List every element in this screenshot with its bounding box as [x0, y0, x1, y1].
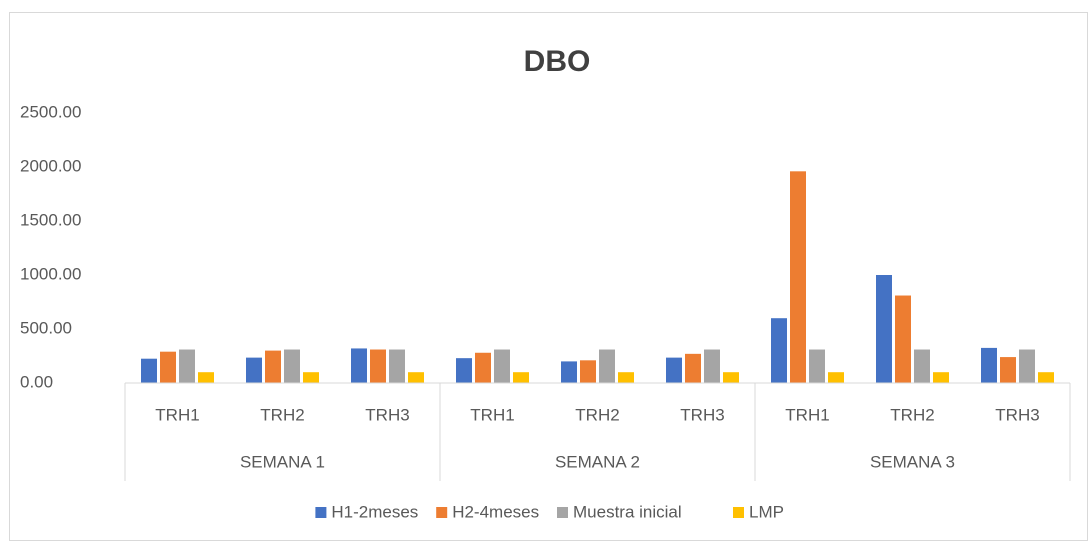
- legend-swatch: [557, 507, 568, 518]
- bar: [981, 347, 997, 383]
- x-tick-label: TRH2: [260, 405, 304, 424]
- bar: [370, 349, 386, 383]
- y-tick-label: 500.00: [20, 318, 72, 337]
- bar: [198, 372, 214, 383]
- bar: [408, 372, 424, 383]
- chart-title: DBO: [524, 45, 591, 78]
- bar: [179, 349, 195, 383]
- x-tick-label: TRH1: [155, 405, 199, 424]
- bar: [1000, 357, 1016, 383]
- bar: [456, 358, 472, 383]
- chart-border: [9, 12, 1088, 541]
- bar: [666, 357, 682, 383]
- y-tick-label: 2000.00: [20, 156, 81, 175]
- bar: [790, 171, 806, 383]
- bar: [160, 351, 176, 383]
- bar: [265, 350, 281, 383]
- bar: [704, 349, 720, 383]
- bar: [1019, 349, 1035, 383]
- bar: [1038, 372, 1054, 383]
- bar: [723, 372, 739, 383]
- y-tick-label: 0.00: [20, 372, 53, 391]
- bar: [494, 349, 510, 383]
- legend-label: H1-2meses: [331, 502, 418, 521]
- x-tick-label: TRH3: [680, 405, 724, 424]
- y-tick-label: 2500.00: [20, 102, 81, 121]
- bar: [389, 349, 405, 383]
- x-tick-label: TRH1: [785, 405, 829, 424]
- bar: [933, 372, 949, 383]
- legend-swatch: [315, 507, 327, 518]
- bar: [599, 349, 615, 383]
- group-label: SEMANA 2: [555, 452, 640, 471]
- bar: [141, 358, 157, 383]
- bar: [284, 349, 300, 383]
- bar: [513, 372, 529, 383]
- y-tick-label: 1000.00: [20, 264, 81, 283]
- bar: [809, 349, 825, 383]
- group-label: SEMANA 1: [240, 452, 325, 471]
- bar: [351, 348, 367, 383]
- group-label: SEMANA 3: [870, 452, 955, 471]
- x-tick-label: TRH2: [575, 405, 619, 424]
- bar: [876, 275, 892, 383]
- bar: [828, 372, 844, 383]
- bar: [580, 360, 596, 383]
- legend-swatch: [436, 507, 448, 518]
- bar: [303, 372, 319, 383]
- x-tick-label: TRH2: [890, 405, 934, 424]
- x-tick-label: TRH3: [365, 405, 409, 424]
- legend-label: H2-4meses: [452, 502, 539, 521]
- legend-label: LMP: [749, 502, 784, 521]
- bar: [561, 361, 577, 383]
- legend-label: Muestra inicial: [573, 502, 682, 521]
- legend-swatch: [733, 507, 744, 518]
- bar: [246, 357, 262, 383]
- bar: [771, 318, 787, 383]
- x-tick-label: TRH1: [470, 405, 514, 424]
- bar: [914, 349, 930, 383]
- y-tick-label: 1500.00: [20, 210, 81, 229]
- bar: [685, 353, 701, 383]
- x-tick-label: TRH3: [995, 405, 1039, 424]
- bar: [475, 352, 491, 383]
- bar: [618, 372, 634, 383]
- bar: [895, 295, 911, 383]
